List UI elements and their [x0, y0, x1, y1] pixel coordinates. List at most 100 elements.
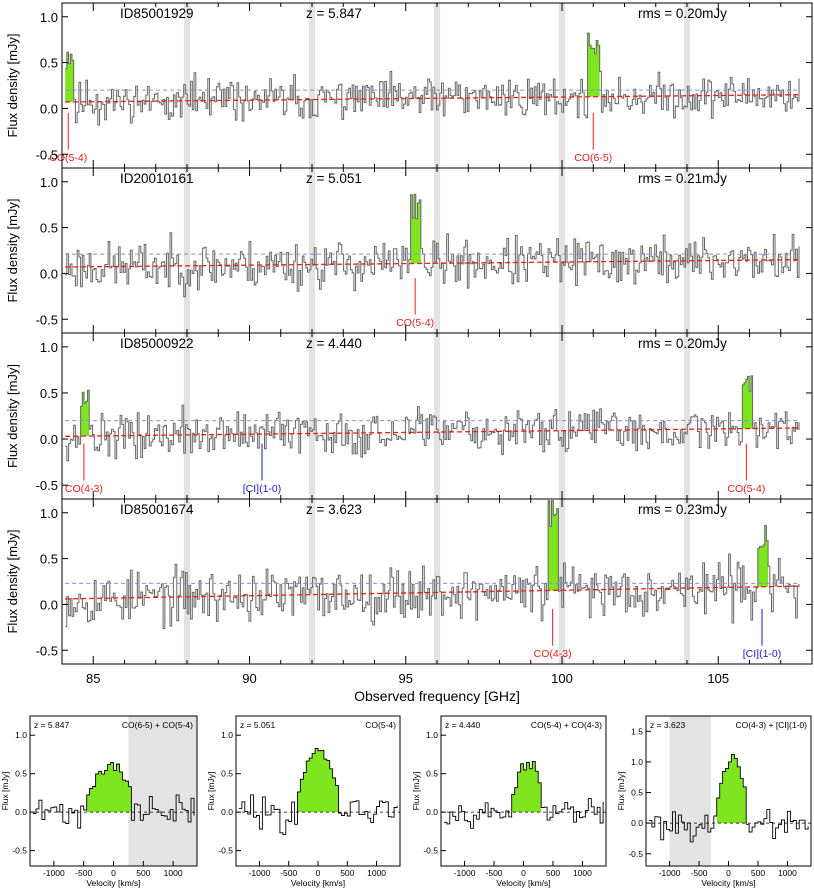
x-axis-label: Velocity [km/s]: [496, 878, 550, 888]
x-tick-label: -500: [691, 868, 708, 878]
panel-rms: rms = 0.23mJy: [638, 502, 727, 517]
line-label: CO(4-3): [65, 483, 103, 495]
x-tick-label: 0: [521, 868, 526, 878]
spectrum-panel-1: CO(5-4) CO(6-5) -0.5 0.0 0.5 1.0 ID85001929 z =…: [5, 2, 813, 169]
panel-line-label: CO(5-4) + CO(4-3): [531, 720, 602, 730]
line-label: CO(4-3): [534, 648, 572, 660]
gap-band: [558, 3, 566, 168]
spectrum-panel-4: CO(4-3) [CI](1-0) -0.5 0.0 0.5 1.0 ID85001674 z…: [5, 498, 813, 665]
y-tick-label: 0.0: [631, 818, 643, 828]
y-tick-label: 0.5: [40, 552, 58, 567]
x-tick-label: -1000: [659, 868, 681, 878]
y-tick-label: 1.0: [40, 506, 58, 521]
velocity-trace: [238, 747, 398, 836]
panel-id: ID85001929: [120, 6, 194, 21]
x-tick-label: 85: [86, 671, 100, 686]
x-axis-label: Velocity [km/s]: [701, 878, 755, 888]
y-tick-label: -0.5: [36, 478, 58, 493]
panel-redshift: z = 3.623: [650, 720, 685, 730]
line-fill: [511, 761, 542, 813]
panel-redshift: z = 3.623: [306, 502, 362, 517]
x-tick-label: -500: [75, 868, 92, 878]
x-tick-label: 0: [111, 868, 116, 878]
y-tick-label: 0.0: [15, 807, 27, 817]
gap-band: [558, 333, 566, 499]
y-tick-label: 0.5: [426, 769, 438, 779]
panel-rms: rms = 0.21mJy: [638, 171, 727, 186]
continuum-fit: [65, 259, 800, 268]
velocity-trace: [648, 753, 809, 843]
gap-band: [308, 3, 316, 168]
y-axis-label: Flux density [mJy]: [5, 198, 20, 302]
gap-band: [433, 499, 441, 664]
panel-redshift: z = 5.051: [306, 171, 362, 186]
velocity-panel-2: -0.5 0.0 0.5 1.0 -1000 -500 0 500 1000 Velocity […: [206, 715, 401, 888]
y-tick-label: 0.0: [40, 597, 58, 612]
line-label: CO(5-4): [727, 483, 765, 495]
panel-rms: rms = 0.20mJy: [638, 336, 727, 351]
gap-band: [308, 499, 316, 664]
x-tick-label: 1000: [573, 868, 592, 878]
panel-redshift: z = 4.440: [306, 336, 362, 351]
line-label: CO(5-4): [396, 317, 434, 329]
line-fill-CO(4-3): [548, 500, 559, 591]
panel-id: ID85000922: [120, 336, 194, 351]
x-axis-label: Observed frequency [GHz]: [354, 688, 520, 704]
continuum-fit: [65, 427, 800, 437]
x-tick-label: -500: [486, 868, 503, 878]
y-tick-label: -0.5: [628, 849, 643, 859]
y-axis-label: Flux [mJy]: [0, 772, 10, 811]
gap-band: [683, 333, 691, 499]
x-tick-label: 95: [399, 671, 413, 686]
y-tick-label: 1.0: [40, 10, 58, 25]
panel-redshift: z = 5.051: [240, 720, 275, 730]
y-tick-label: 0.0: [40, 266, 58, 281]
continuum-fit: [65, 585, 800, 600]
x-tick-label: -1000: [43, 868, 65, 878]
panel-id: ID85001674: [120, 502, 194, 517]
x-tick-label: -1000: [454, 868, 476, 878]
gap-band: [558, 168, 566, 333]
velocity-panel-3: -0.5 0.0 0.5 1.0 -1000 -500 0 500 1000 Velocity […: [411, 715, 607, 888]
y-tick-label: -0.5: [423, 846, 438, 856]
y-axis-label: Flux density [mJy]: [5, 529, 20, 633]
y-tick-label: -0.5: [36, 312, 58, 327]
spectrum-panel-3: CO(4-3) [CI](1-0) CO(5-4) -0.5 0.0 0.5 1.0 ID85…: [5, 332, 813, 500]
x-tick-label: 500: [340, 868, 354, 878]
gap-band: [183, 333, 191, 499]
line-fill: [86, 762, 132, 813]
line-label: [CI](1-0): [743, 648, 782, 660]
continuum-fit: [65, 94, 800, 103]
panel-redshift: z = 5.847: [34, 720, 69, 730]
panel-line-label: CO(4-3) + [CI](1-0): [735, 720, 807, 730]
x-tick-label: 500: [546, 868, 560, 878]
spectrum-panel-2: CO(5-4) -0.5 0.0 0.5 1.0 ID20010161 z = 5.051 r…: [5, 167, 813, 334]
gap-band: [308, 168, 316, 333]
x-tick-label: 1000: [778, 868, 797, 878]
y-tick-label: 1.0: [631, 757, 643, 767]
line-fill: [716, 754, 747, 824]
gap-band: [433, 333, 441, 499]
y-tick-label: 1.0: [15, 730, 27, 740]
y-tick-label: 0.5: [40, 386, 58, 401]
gap-band: [433, 168, 441, 333]
y-tick-label: -0.5: [36, 643, 58, 658]
panel-rms: rms = 0.20mJy: [638, 6, 727, 21]
spectrum-trace: [65, 500, 800, 629]
x-tick-label: 500: [136, 868, 150, 878]
y-tick-label: -0.5: [36, 147, 58, 162]
velocity-panel-1: -0.5 0.0 0.5 1.0 -1000 -500 0 500 1000 Velocity […: [0, 715, 198, 888]
x-tick-label: 90: [242, 671, 256, 686]
gap-band: [308, 333, 316, 499]
y-tick-label: 0.0: [221, 807, 233, 817]
y-tick-label: 0.5: [40, 221, 58, 236]
gap-band: [669, 716, 711, 866]
line-fill-[CI](1-0): [757, 525, 769, 587]
x-tick-label: 0: [316, 868, 321, 878]
y-tick-label: 0.0: [40, 432, 58, 447]
y-tick-label: 1.5: [631, 726, 643, 736]
y-tick-label: 0.5: [15, 769, 27, 779]
y-tick-label: 0.5: [631, 788, 643, 798]
line-label: CO(6-5): [574, 152, 612, 164]
